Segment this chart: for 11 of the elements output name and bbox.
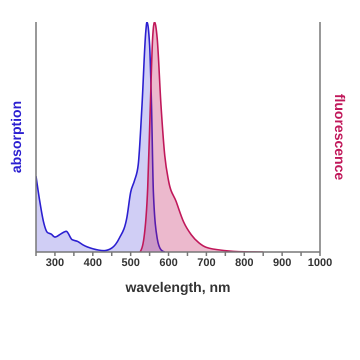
- x-tick-label: 900: [272, 256, 292, 269]
- x-tick-label: 1000: [308, 256, 332, 269]
- x-tick-label: 800: [235, 256, 254, 269]
- y2-axis-title: fluorescence: [332, 94, 348, 180]
- y-axis-title: absorption: [8, 100, 24, 174]
- x-tick-label: 700: [197, 256, 216, 269]
- x-tick-label: 500: [121, 256, 140, 269]
- x-tick-label: 400: [84, 256, 102, 269]
- x-axis-title: wavelength, nm: [124, 279, 231, 295]
- x-tick-label: 300: [46, 256, 64, 269]
- x-tick-label: 600: [159, 256, 178, 269]
